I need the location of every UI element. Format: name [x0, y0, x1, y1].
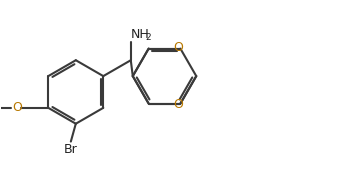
Text: O: O: [13, 101, 23, 114]
Text: O: O: [173, 41, 183, 54]
Text: NH: NH: [131, 28, 150, 41]
Text: O: O: [173, 98, 183, 111]
Text: 2: 2: [145, 33, 151, 42]
Text: Br: Br: [64, 143, 78, 156]
